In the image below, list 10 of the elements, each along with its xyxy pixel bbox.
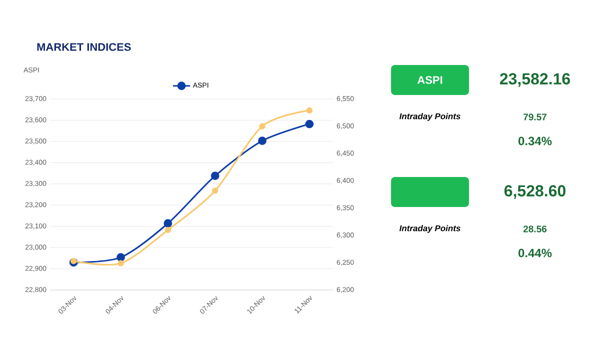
text: Intraday Points (399, 225, 460, 233)
text: Intraday Points (399, 113, 460, 121)
category-label: ASPI (417, 76, 442, 84)
chart-title: MARKET INDICES (37, 43, 131, 51)
text: 0.44% (518, 248, 552, 258)
text: 23,582.16 (500, 73, 570, 87)
text: 6,528.60 (504, 185, 566, 199)
text: 79.57 (524, 114, 546, 120)
text: 28.56 (523, 226, 547, 232)
text: 0.34% (518, 136, 552, 146)
